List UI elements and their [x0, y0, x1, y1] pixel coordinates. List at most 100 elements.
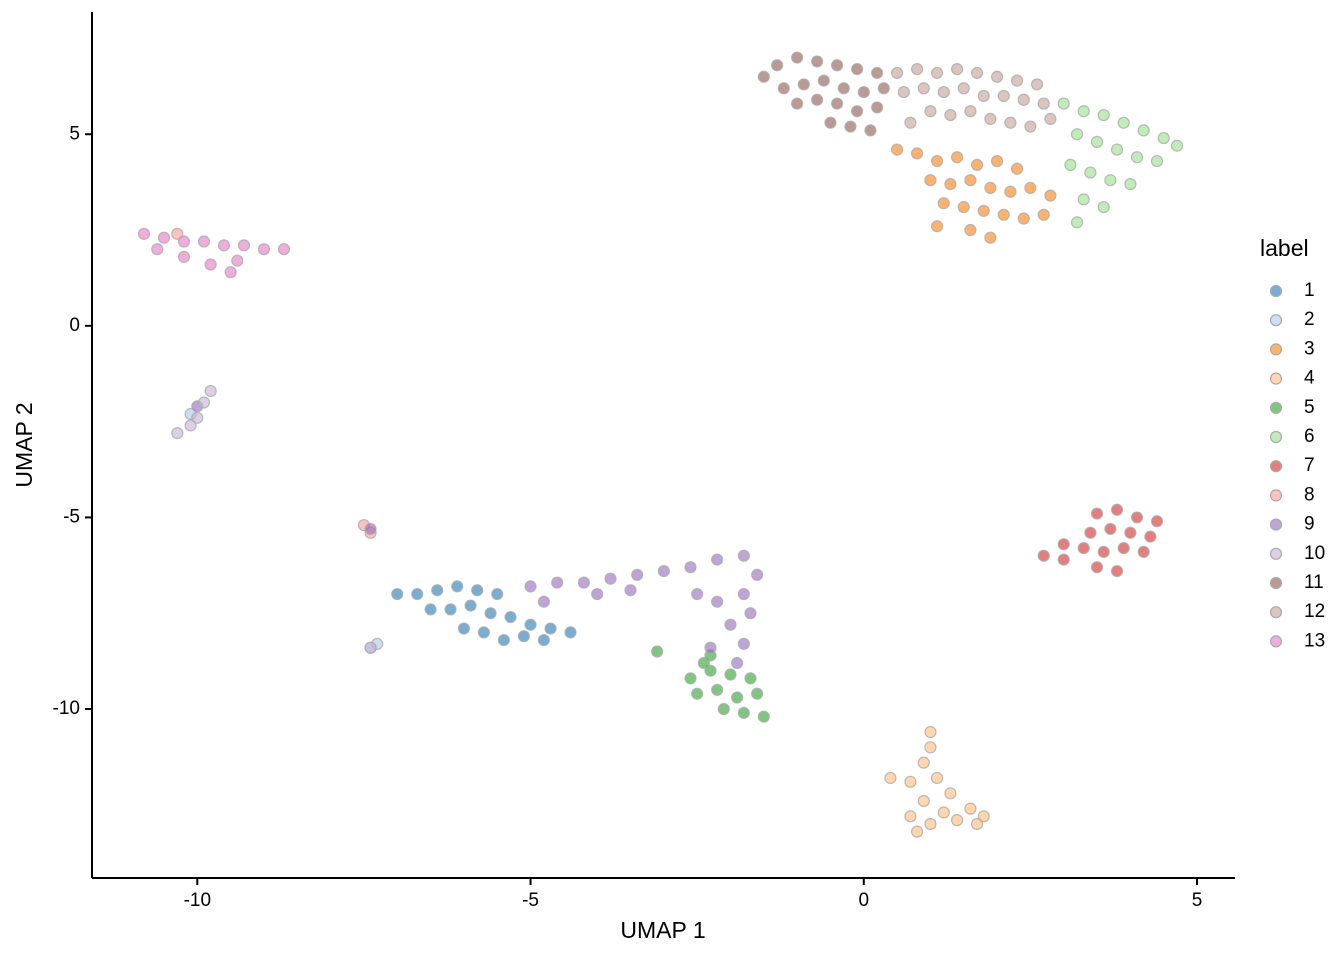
point — [811, 93, 824, 106]
point — [964, 802, 977, 815]
point — [1037, 549, 1050, 562]
point — [684, 672, 697, 685]
point — [964, 174, 977, 187]
x-tick-label: -10 — [184, 890, 211, 911]
legend-label: 12 — [1304, 601, 1325, 622]
point — [724, 668, 737, 681]
point — [924, 817, 937, 831]
point — [177, 250, 191, 263]
legend-label: 7 — [1304, 455, 1315, 476]
point — [1057, 97, 1070, 110]
point — [1110, 564, 1124, 578]
point — [577, 576, 590, 589]
point — [817, 74, 830, 87]
point — [391, 587, 404, 601]
point — [684, 561, 697, 574]
point — [904, 116, 917, 129]
point — [811, 55, 824, 68]
point — [857, 85, 870, 99]
point — [364, 641, 377, 654]
point — [1030, 78, 1044, 91]
point — [944, 177, 957, 191]
point — [844, 120, 857, 133]
x-tick-label: 5 — [1192, 890, 1203, 911]
point — [837, 82, 850, 95]
point — [777, 82, 790, 95]
legend-label: 2 — [1304, 309, 1315, 330]
point — [1070, 128, 1084, 141]
point — [724, 618, 737, 631]
x-axis-title: UMAP 1 — [620, 917, 705, 943]
point — [1124, 526, 1137, 539]
point — [364, 522, 377, 536]
point — [904, 810, 917, 823]
x-tick-label: -5 — [522, 890, 539, 911]
point — [744, 607, 757, 620]
legend-swatch — [1269, 635, 1283, 648]
point — [924, 174, 937, 187]
point — [737, 549, 750, 562]
point — [204, 258, 217, 271]
point — [977, 89, 990, 103]
point — [950, 62, 964, 76]
point — [1044, 189, 1057, 202]
point — [1084, 526, 1097, 539]
point — [964, 105, 977, 118]
point — [1090, 507, 1104, 520]
point — [890, 143, 904, 156]
legend-label: 13 — [1304, 630, 1325, 651]
point — [504, 610, 517, 624]
point — [884, 771, 897, 785]
point — [1097, 545, 1110, 559]
legend-swatch — [1269, 518, 1283, 531]
y-tick-label: 0 — [69, 315, 80, 336]
point — [651, 645, 664, 658]
point — [731, 656, 744, 670]
point — [277, 243, 291, 256]
point — [970, 66, 984, 80]
point — [1044, 112, 1057, 126]
y-tick-label: -10 — [53, 698, 80, 719]
point — [851, 105, 864, 118]
point — [984, 231, 997, 244]
point — [1150, 154, 1164, 168]
point — [1157, 131, 1170, 145]
legend-label: 8 — [1304, 484, 1315, 505]
point — [944, 787, 957, 800]
point — [977, 204, 990, 217]
y-axis-title: UMAP 2 — [11, 402, 37, 487]
point — [177, 235, 191, 248]
point — [930, 220, 944, 233]
point — [711, 595, 724, 608]
point — [791, 97, 804, 110]
point — [917, 794, 930, 808]
legend-swatch — [1269, 576, 1283, 590]
point — [731, 691, 744, 704]
point — [1117, 116, 1130, 129]
legend-label: 11 — [1304, 572, 1324, 593]
point — [897, 85, 910, 99]
y-tick-label: -5 — [63, 506, 80, 527]
legend-swatch — [1269, 547, 1283, 560]
point — [1090, 135, 1104, 148]
legend-swatch — [1269, 372, 1283, 385]
point — [624, 584, 637, 597]
point — [471, 584, 484, 597]
point — [964, 223, 977, 237]
point — [704, 641, 717, 654]
legend-label: 4 — [1304, 368, 1315, 389]
point — [591, 587, 604, 601]
point — [757, 70, 770, 83]
point — [411, 587, 424, 601]
point — [737, 706, 750, 719]
point — [551, 576, 564, 589]
point — [751, 568, 764, 582]
point — [1010, 74, 1024, 87]
point — [937, 806, 950, 819]
point — [990, 154, 1004, 168]
point — [1077, 193, 1090, 206]
point — [197, 235, 211, 248]
point — [191, 411, 204, 424]
point — [1097, 200, 1110, 214]
